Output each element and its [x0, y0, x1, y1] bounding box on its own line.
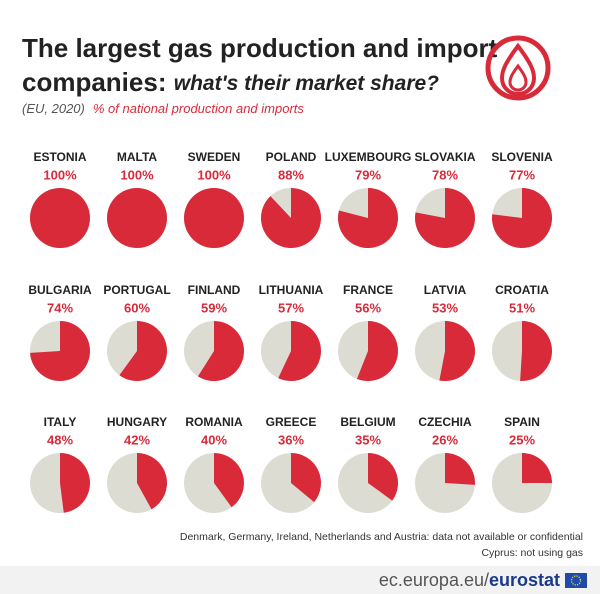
value-label: 57%	[278, 300, 304, 315]
unit-label: % of national production and imports	[93, 101, 305, 116]
country-label: LITHUANIA	[259, 283, 324, 297]
country-label: ESTONIA	[33, 150, 86, 164]
chart-title-line2: companies: what's their market share?	[22, 67, 439, 97]
pie-share	[291, 453, 321, 503]
icon-flame	[499, 42, 537, 97]
value-label: 78%	[432, 167, 458, 182]
country-label: HUNGARY	[107, 415, 167, 429]
country-label: BELGIUM	[340, 415, 395, 429]
country-label: SLOVAKIA	[414, 150, 475, 164]
country-label: SWEDEN	[188, 150, 241, 164]
pie-share	[137, 453, 168, 510]
country-label: FINLAND	[188, 283, 241, 297]
note: Cyprus: not using gas	[481, 547, 583, 559]
icon-flame-inner	[508, 63, 528, 92]
value-label: 59%	[201, 300, 227, 315]
pie-share	[107, 188, 167, 248]
value-label: 51%	[509, 300, 535, 315]
pie-share	[184, 188, 244, 248]
value-label: 60%	[124, 300, 150, 315]
pie-share	[356, 321, 399, 381]
note: Denmark, Germany, Ireland, Netherlands a…	[180, 531, 583, 543]
country-label: MALTA	[117, 150, 158, 164]
country-label: CROATIA	[495, 283, 549, 297]
value-label: 42%	[124, 432, 150, 447]
chart-title: The largest gas production and import	[22, 33, 498, 63]
pie-share	[492, 188, 553, 248]
country-label: LATVIA	[424, 283, 467, 297]
country-label: BULGARIA	[28, 283, 92, 297]
pie-share	[439, 321, 475, 381]
title-part: companies:	[22, 67, 167, 97]
value-label: 40%	[201, 432, 227, 447]
country-label: FRANCE	[343, 283, 393, 297]
country-label: GREECE	[266, 415, 317, 429]
footer-bar	[0, 566, 600, 594]
pie-share	[278, 321, 322, 381]
country-label: ROMANIA	[185, 415, 243, 429]
source: ec.europa.eu/eurostat	[379, 570, 560, 590]
value-label: 56%	[355, 300, 381, 315]
pie-share	[119, 321, 167, 381]
value-label: 100%	[43, 167, 77, 182]
source-brand: eurostat	[489, 570, 560, 590]
eu-flag	[565, 573, 587, 588]
value-label: 25%	[509, 432, 535, 447]
title-emphasis: what's their market share?	[174, 72, 439, 95]
value-label: 74%	[47, 300, 73, 315]
country-label: ITALY	[44, 415, 77, 429]
pie-share	[414, 188, 476, 249]
value-label: 100%	[197, 167, 231, 182]
subtitle-year: (EU, 2020)	[22, 101, 85, 116]
pie-share	[60, 452, 91, 513]
subtitle: (EU, 2020) % of national production and i…	[22, 101, 304, 116]
country-label: PORTUGAL	[103, 283, 170, 297]
value-label: 35%	[355, 432, 381, 447]
pie-share	[445, 453, 475, 485]
value-label: 26%	[432, 432, 458, 447]
flag-field	[565, 573, 587, 588]
source-domain: ec.europa.eu/	[379, 570, 489, 590]
country-label: CZECHIA	[418, 415, 472, 429]
country-label: SLOVENIA	[491, 150, 553, 164]
value-label: 53%	[432, 300, 458, 315]
icon-ring	[485, 35, 551, 101]
pie-share	[30, 321, 91, 382]
pie-share	[197, 321, 244, 381]
value-label: 79%	[355, 167, 381, 182]
pie-share	[261, 188, 322, 249]
gas-icon	[485, 35, 551, 101]
country-label: LUXEMBOURG	[325, 150, 412, 164]
value-label: 77%	[509, 167, 535, 182]
value-label: 36%	[278, 432, 304, 447]
pie-share	[30, 188, 90, 248]
pie-share	[338, 188, 399, 248]
country-label: SPAIN	[504, 415, 540, 429]
value-label: 88%	[278, 167, 304, 182]
value-label: 100%	[120, 167, 154, 182]
flag-stars	[570, 575, 582, 586]
pie-share	[522, 453, 552, 483]
pie-share	[214, 453, 245, 508]
pie-share	[520, 321, 552, 381]
pie-share	[368, 453, 399, 501]
country-label: POLAND	[266, 150, 317, 164]
value-label: 48%	[47, 432, 73, 447]
